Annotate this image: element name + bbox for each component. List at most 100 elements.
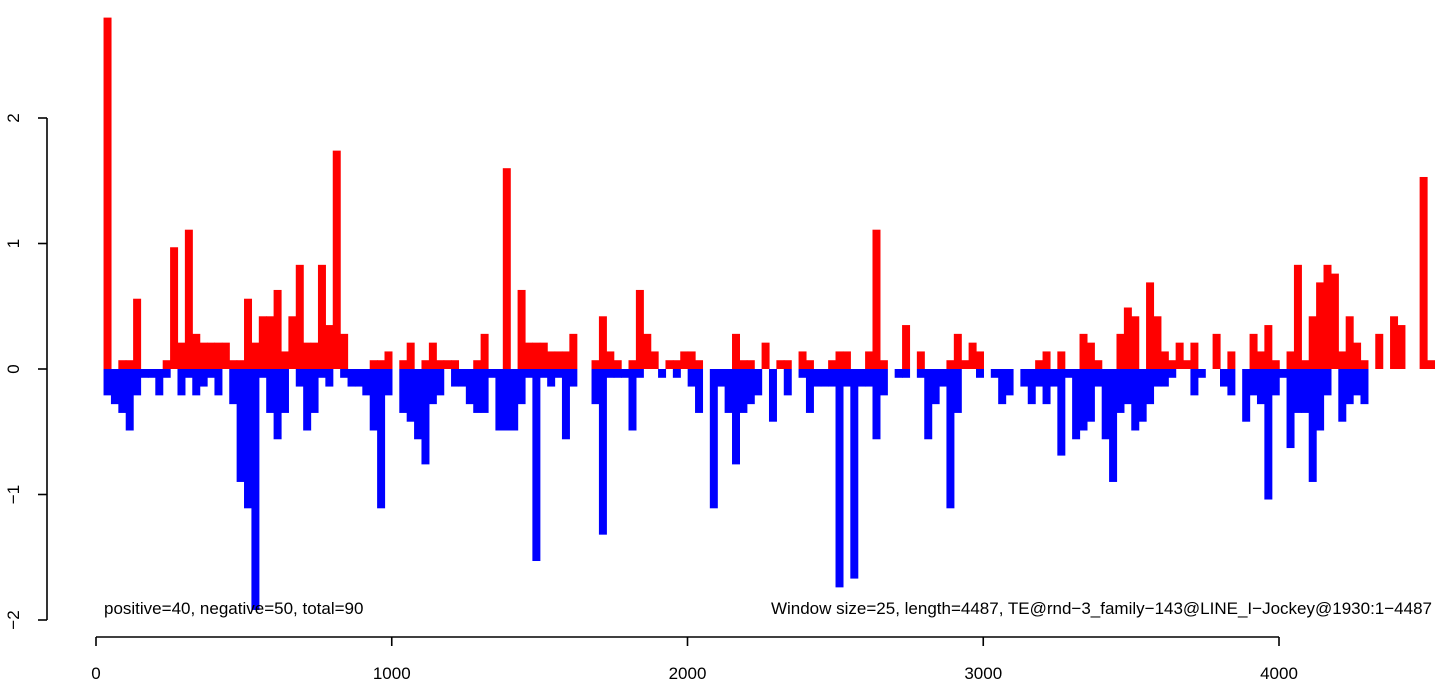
negative-bar <box>428 369 437 405</box>
negative-bar <box>865 369 874 387</box>
negative-bar <box>709 369 718 509</box>
negative-bar <box>1049 369 1058 387</box>
negative-bar <box>879 369 888 396</box>
negative-bar <box>347 369 356 387</box>
negative-bar <box>613 369 622 378</box>
positive-bar <box>746 360 755 369</box>
negative-bar <box>325 369 334 387</box>
y-tick-label: 0 <box>4 364 23 373</box>
positive-bar <box>1227 351 1236 369</box>
negative-bar <box>1027 369 1036 405</box>
positive-bar <box>1057 351 1066 369</box>
positive-bar <box>332 150 341 369</box>
negative-bar <box>125 369 134 431</box>
negative-bar <box>1279 369 1288 378</box>
negative-bar <box>1101 369 1110 440</box>
positive-bar <box>103 17 112 369</box>
positive-bar <box>783 360 792 369</box>
positive-bar <box>1308 316 1317 369</box>
negative-bar <box>739 369 748 413</box>
negative-bar <box>1220 369 1228 387</box>
positive-bar <box>524 342 533 369</box>
negative-bar <box>621 369 630 378</box>
negative-bar <box>754 369 763 396</box>
x-tick-label: 1000 <box>373 664 411 683</box>
positive-bar <box>310 342 319 369</box>
negative-bar <box>162 369 171 378</box>
negative-bar <box>340 369 349 378</box>
negative-bar <box>1308 369 1317 482</box>
negative-bar <box>1338 369 1347 422</box>
negative-bar <box>1197 369 1206 378</box>
negative-bar <box>495 369 504 431</box>
positive-bar <box>1397 325 1406 369</box>
negative-bar <box>317 369 326 378</box>
negative-bar <box>783 369 792 396</box>
negative-bar <box>813 369 822 387</box>
positive-bar <box>680 351 689 369</box>
positive-bar <box>569 333 578 369</box>
negative-bar <box>746 369 755 405</box>
negative-bar <box>1227 369 1236 396</box>
positive-bar <box>170 247 179 369</box>
negative-bar <box>532 369 541 562</box>
positive-bar <box>902 325 911 369</box>
negative-bar <box>280 369 289 413</box>
positive-bar <box>976 351 984 369</box>
positive-bar <box>421 360 430 369</box>
negative-bar <box>207 369 216 378</box>
positive-bar <box>369 360 378 369</box>
negative-bar <box>1345 369 1354 405</box>
negative-bar <box>451 369 460 387</box>
negative-bar <box>310 369 319 413</box>
negative-bar <box>1042 369 1051 405</box>
positive-bars <box>103 17 1436 369</box>
negative-bar <box>1153 369 1162 387</box>
positive-bar <box>776 360 785 369</box>
positive-bar <box>177 342 186 369</box>
positive-bar <box>207 342 216 369</box>
positive-bar <box>606 351 615 369</box>
negative-bar <box>717 369 726 387</box>
negative-bar <box>369 369 378 431</box>
positive-bar <box>761 342 770 369</box>
negative-bar <box>924 369 933 440</box>
positive-bar <box>288 316 297 369</box>
positive-bar <box>428 342 437 369</box>
negative-bar <box>1005 369 1014 396</box>
negative-bar <box>510 369 519 431</box>
negative-bar <box>251 369 260 610</box>
negative-bar <box>857 369 866 387</box>
positive-bar <box>650 351 659 369</box>
negative-bar <box>953 369 962 413</box>
negative-bar <box>502 369 511 431</box>
positive-bar <box>1249 333 1258 369</box>
negative-bar <box>820 369 829 387</box>
positive-bar <box>968 342 977 369</box>
positive-bar <box>687 351 696 369</box>
negative-bar <box>199 369 208 387</box>
negative-bar <box>266 369 275 413</box>
negative-bar <box>939 369 948 387</box>
negative-bar <box>1035 369 1044 387</box>
x-tick-label: 3000 <box>964 664 1002 683</box>
negative-bar <box>406 369 415 422</box>
positive-bar <box>1086 342 1095 369</box>
positive-bar <box>473 360 482 369</box>
positive-bar <box>561 351 570 369</box>
positive-bar <box>879 360 888 369</box>
positive-bar <box>436 360 445 369</box>
positive-bar <box>384 351 393 369</box>
positive-bar <box>236 360 245 369</box>
negative-bar <box>184 369 193 378</box>
positive-bar <box>266 316 275 369</box>
negative-bar <box>458 369 467 387</box>
negative-bar <box>214 369 223 396</box>
negative-bar <box>1168 369 1177 378</box>
negative-bar <box>990 369 999 378</box>
positive-bar <box>303 342 312 369</box>
positive-bar <box>184 229 193 369</box>
negative-bar <box>488 369 497 378</box>
negative-bar <box>1146 369 1155 405</box>
